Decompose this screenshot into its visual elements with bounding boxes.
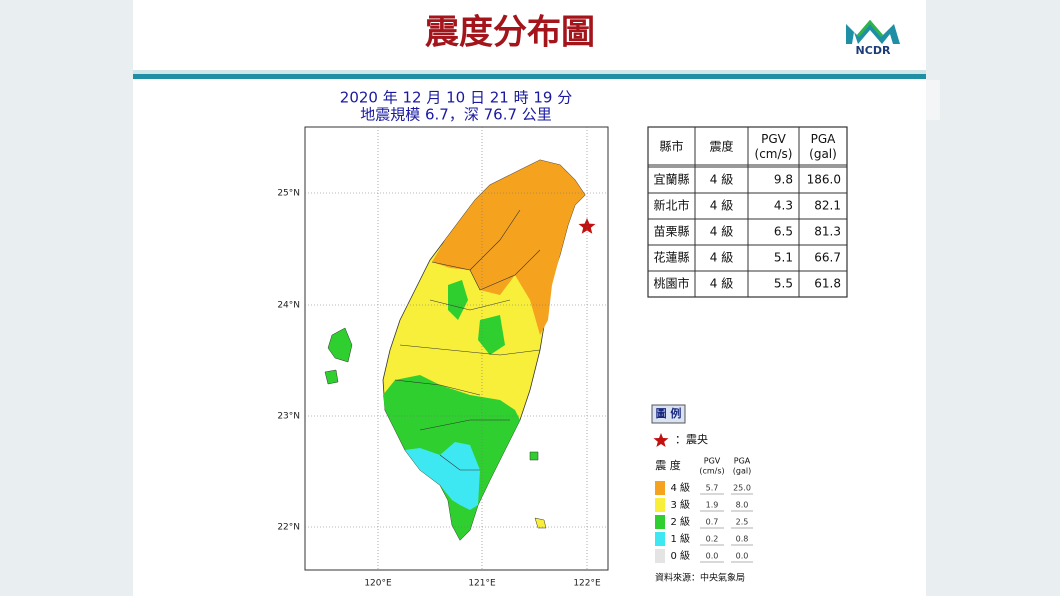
logo-text: NCDR (856, 44, 891, 57)
epicenter (578, 218, 596, 234)
header-rule (133, 74, 926, 79)
table-cell: 4 級 (710, 199, 733, 213)
table-cell: 宜蘭縣 (653, 172, 689, 187)
logo: NCDR (846, 19, 900, 57)
column-header: 震度 (709, 139, 733, 154)
islands (324, 327, 547, 529)
legend-header: PGA (734, 457, 751, 466)
table-cell: 苗栗縣 (653, 225, 689, 239)
event-time: 2020 年 12 月 10 日 21 時 19 分 (340, 89, 572, 107)
legend-swatch (655, 481, 665, 495)
legend-swatch (655, 532, 665, 546)
lat-label: 23°N (277, 412, 300, 422)
legend-header: (cm/s) (699, 467, 724, 476)
table-cell: 66.7 (814, 251, 841, 265)
table-cell: 9.8 (774, 173, 793, 187)
zone-level4 (432, 160, 585, 335)
legend-pgv: 0.0 (706, 552, 719, 561)
table-cell: 4 級 (710, 277, 733, 291)
legend-pga: 25.0 (733, 484, 751, 493)
title: 震度分布圖 (425, 13, 595, 53)
legend-level: 4 級 (670, 481, 690, 494)
epicenter-label: ：震央 (675, 433, 708, 446)
lon-label: 122°E (573, 579, 601, 589)
column-header: (gal) (809, 147, 837, 161)
legend-pga: 2.5 (736, 518, 749, 527)
legend-pgv: 5.7 (706, 484, 719, 493)
epicenter-symbol (653, 433, 669, 447)
legend-level: 2 級 (670, 515, 690, 528)
table-cell: 82.1 (814, 199, 841, 213)
legend-pga: 8.0 (736, 501, 749, 510)
column-header: (cm/s) (755, 147, 793, 161)
table-cell: 桃園市 (653, 276, 689, 291)
column-header: PGV (761, 132, 787, 146)
legend-pga: 0.8 (736, 535, 749, 544)
table-cell: 4 級 (710, 173, 733, 187)
legend-level: 0 級 (670, 549, 690, 562)
zone-level2 (478, 315, 505, 355)
legend-header: (gal) (733, 467, 751, 476)
column-header: 縣市 (659, 139, 683, 154)
table-cell: 6.5 (774, 225, 793, 239)
shadow (926, 80, 940, 120)
table-cell: 4 級 (710, 225, 733, 239)
lat-label: 24°N (277, 301, 300, 311)
legend-pgv: 0.7 (706, 518, 719, 527)
legend-swatch (655, 515, 665, 529)
table-cell: 61.8 (814, 277, 841, 291)
legend-source: 資料來源：中央氣象局 (655, 572, 745, 584)
lat-label: 25°N (277, 189, 300, 199)
zone-level1 (405, 442, 480, 510)
table-cell: 4 級 (710, 251, 733, 265)
legend-header: 震 度 (655, 458, 681, 472)
legend-swatch (655, 498, 665, 512)
table-cell: 新北市 (653, 198, 689, 213)
legend-level: 1 級 (670, 532, 690, 545)
lon-label: 120°E (364, 579, 392, 589)
legend: 圖 例 ：震央震 度 PGV(cm/s) PGA(gal) 4 級 5.7 25.0 3 級 1… (651, 404, 753, 584)
legend-title: 圖 例 (656, 406, 682, 420)
event-info: 地震規模 6.7，深 76.7 公里 (360, 106, 552, 124)
data-table: 縣市 震度 PGV(cm/s) PGA(gal) 宜蘭縣 4 級 9.8 186.0 新北市 4 … (647, 126, 848, 298)
map: 25°N 24°N 23°N 22°N 120°E 121°E 122°E (277, 126, 609, 589)
table-cell: 81.3 (814, 225, 841, 239)
lon-label: 121°E (468, 579, 496, 589)
legend-title-box (651, 404, 686, 424)
legend-pga: 0.0 (736, 552, 749, 561)
legend-swatch (655, 549, 665, 563)
legend-pgv: 1.9 (706, 501, 719, 510)
table-cell: 186.0 (807, 173, 841, 187)
table-cell: 4.3 (774, 199, 793, 213)
lat-label: 22°N (277, 523, 300, 533)
column-header: PGA (811, 132, 837, 146)
table-cell: 5.5 (774, 277, 793, 291)
county-borders (394, 209, 541, 471)
header-rule (133, 70, 926, 74)
legend-level: 3 級 (670, 498, 690, 511)
legend-pgv: 0.2 (706, 535, 719, 544)
zone-level2 (448, 280, 468, 320)
table-cell: 5.1 (774, 251, 793, 265)
table-cell: 花蓮縣 (653, 250, 689, 265)
legend-header: PGV (704, 457, 721, 466)
